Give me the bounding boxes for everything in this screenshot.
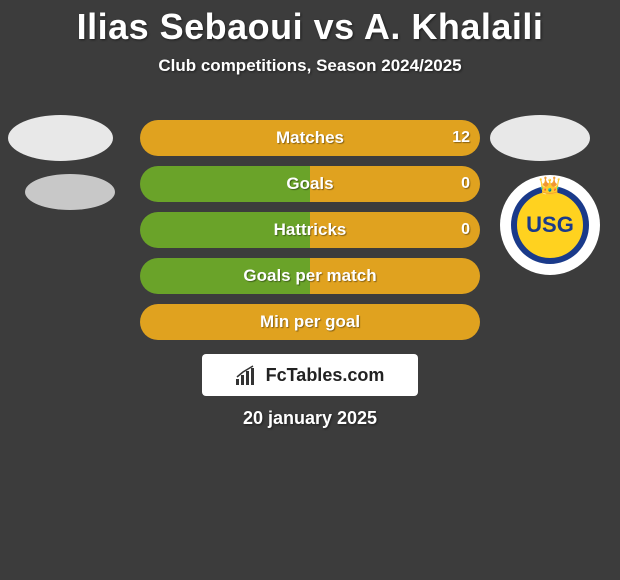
subtitle: Club competitions, Season 2024/2025: [0, 56, 620, 76]
badge-text: USG: [526, 212, 574, 238]
crown-icon: 👑: [539, 176, 561, 197]
bar-gpm-right: [310, 258, 480, 294]
bar-matches-right: [140, 120, 480, 156]
bar-goals-right: [310, 166, 480, 202]
bar-value-right: 12: [452, 120, 470, 156]
bar-goals-left: [140, 166, 310, 202]
date-text: 20 january 2025: [0, 408, 620, 429]
chart-row-matches: Matches 12: [0, 120, 620, 156]
club-badge-inner: 👑 USG: [511, 186, 589, 264]
bar-mpg-right: [140, 304, 480, 340]
bar-hattricks-left: [140, 212, 310, 248]
chart-icon: [236, 365, 260, 385]
bar-hattricks-right: [310, 212, 480, 248]
player1-logo2-icon: [25, 174, 115, 210]
bar-value-right: 0: [461, 212, 470, 248]
player1-logo-icon: [8, 115, 113, 161]
watermark-text: FcTables.com: [266, 365, 385, 386]
club-badge-icon: 👑 USG: [500, 175, 600, 275]
player2-logo-icon: [490, 115, 590, 161]
watermark: FcTables.com: [202, 354, 418, 396]
chart-row-mpg: Min per goal: [0, 304, 620, 340]
page-title: Ilias Sebaoui vs A. Khalaili: [0, 0, 620, 48]
bar-value-right: 0: [461, 166, 470, 202]
bar-gpm-left: [140, 258, 310, 294]
